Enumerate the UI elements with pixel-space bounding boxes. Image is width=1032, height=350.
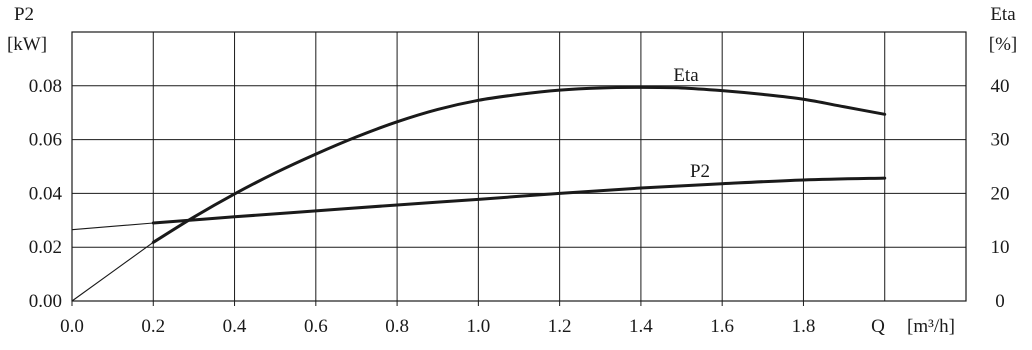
right-y-tick-label: 30 xyxy=(991,130,1010,151)
x-tick-label: 1.6 xyxy=(710,316,734,337)
left-axis-title: P2 xyxy=(14,4,34,25)
left-y-tick-label: 0.02 xyxy=(29,237,62,258)
x-tick-label: 1.2 xyxy=(548,316,572,337)
right-y-tick-labels: 0 10 20 30 40 xyxy=(991,76,1010,312)
x-tick-label: 0.0 xyxy=(60,316,84,337)
left-y-tick-label: 0.04 xyxy=(29,183,63,204)
left-axis-unit: [kW] xyxy=(7,34,47,55)
left-y-tick-label: 0.06 xyxy=(29,130,62,151)
series-eta-line xyxy=(151,85,887,244)
series-p2-line xyxy=(151,176,887,225)
series-label-eta: Eta xyxy=(673,65,699,86)
left-y-tick-label: 0.00 xyxy=(29,291,62,312)
left-y-tick-labels: 0.00 0.02 0.04 0.06 0.08 xyxy=(29,76,63,312)
grid xyxy=(71,32,966,306)
x-tick-label: 1.8 xyxy=(792,316,816,337)
series-eta-extrapolated-line xyxy=(71,241,154,302)
x-axis-unit: [m³/h] xyxy=(907,316,955,337)
series-label-p2: P2 xyxy=(690,161,710,182)
x-tick-label: 1.0 xyxy=(466,316,490,337)
x-tick-label: 0.8 xyxy=(385,316,409,337)
x-tick-label: 1.4 xyxy=(629,316,653,337)
right-y-tick-label: 40 xyxy=(991,76,1010,97)
right-axis-title: Eta xyxy=(990,4,1016,25)
x-tick-label: 0.6 xyxy=(304,316,328,337)
x-tick-label: 0.4 xyxy=(223,316,247,337)
left-y-tick-label: 0.08 xyxy=(29,76,62,97)
right-y-tick-label: 0 xyxy=(995,291,1005,312)
right-y-tick-label: 10 xyxy=(991,237,1010,258)
series-group xyxy=(71,85,887,302)
plot-frame xyxy=(71,31,967,302)
right-axis-unit: [%] xyxy=(989,34,1017,55)
x-tick-labels: 0.0 0.2 0.4 0.6 0.8 1.0 1.2 1.4 1.6 1.8 xyxy=(60,316,815,337)
series-p2-extrapolated-line xyxy=(71,222,154,231)
right-y-tick-label: 20 xyxy=(991,183,1010,204)
x-axis-title: Q xyxy=(871,316,885,337)
x-tick-label: 0.2 xyxy=(141,316,165,337)
